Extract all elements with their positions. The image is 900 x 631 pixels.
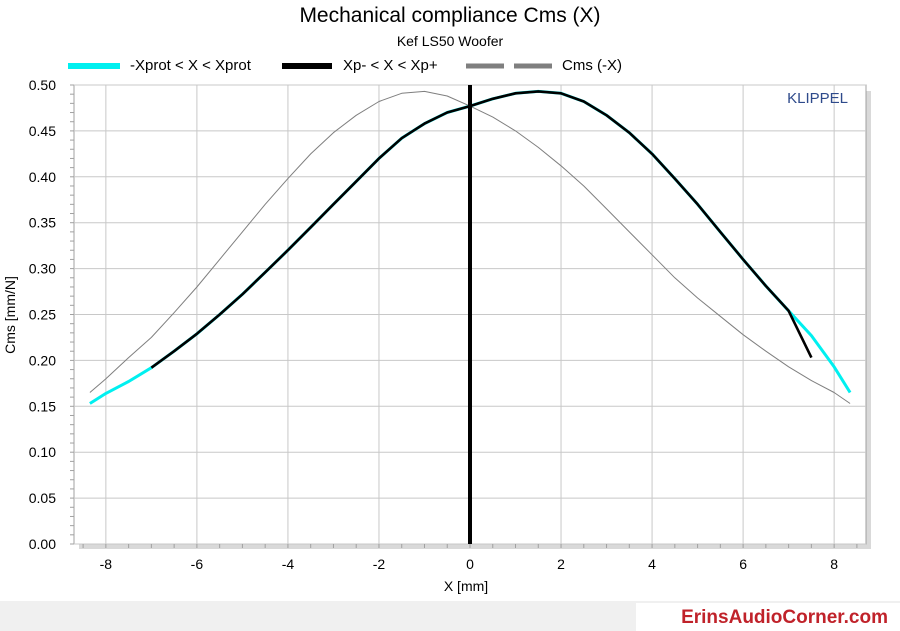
x-tick-label: 0 (466, 556, 474, 572)
chart-title: Mechanical compliance Cms (X) (299, 4, 600, 27)
footer-brand[interactable]: ErinsAudioCorner.com (681, 607, 888, 628)
y-tick-label: 0.35 (29, 215, 56, 231)
y-axis-label: Cms [mm/N] (2, 276, 18, 354)
chart-subtitle: Kef LS50 Woofer (397, 33, 504, 49)
x-tick-label: -6 (191, 556, 204, 572)
x-tick-label: 2 (557, 556, 565, 572)
x-tick-label: -8 (100, 556, 113, 572)
legend-label-xp: Xp- < X < Xp+ (343, 57, 438, 74)
klippel-watermark: KLIPPEL (787, 90, 848, 107)
y-tick-label: 0.25 (29, 307, 56, 323)
y-tick-label: 0.10 (29, 444, 56, 460)
legend-label-xprot: -Xprot < X < Xprot (130, 57, 252, 74)
x-tick-label: 4 (648, 556, 656, 572)
x-axis-label: X [mm] (444, 578, 488, 594)
footer-box (636, 603, 900, 631)
y-tick-label: 0.15 (29, 398, 56, 414)
y-tick-label: 0.05 (29, 490, 56, 506)
x-tick-label: -4 (282, 556, 295, 572)
y-tick-label: 0.45 (29, 123, 56, 139)
x-tick-label: 6 (739, 556, 747, 572)
legend: -Xprot < X < Xprot Xp- < X < Xp+ Cms (-X… (68, 57, 622, 74)
y-tick-label: 0.50 (29, 77, 56, 93)
tick-labels: 0.00 0.05 0.10 0.15 0.20 0.25 0.30 0.35 0.40 0.45… (29, 77, 838, 572)
y-tick-label: 0.30 (29, 261, 56, 277)
x-tick-label: 8 (830, 556, 838, 572)
legend-label-mirror: Cms (-X) (562, 57, 622, 74)
y-tick-label: 0.40 (29, 169, 56, 185)
series-xp (150, 90, 813, 369)
x-tick-label: -2 (373, 556, 386, 572)
y-tick-label: 0.20 (29, 352, 56, 368)
series-group (89, 85, 852, 544)
y-tick-label: 0.00 (29, 536, 56, 552)
